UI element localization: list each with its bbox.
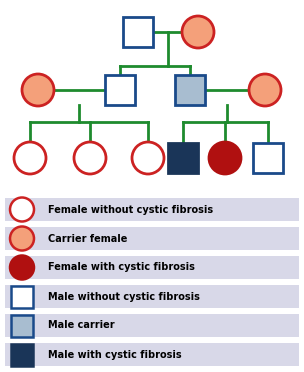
Bar (253, 143, 283, 173)
Bar (168, 143, 198, 173)
Bar (105, 75, 135, 105)
Text: Male with cystic fibrosis: Male with cystic fibrosis (48, 350, 181, 359)
Bar (123, 17, 153, 47)
Circle shape (14, 142, 46, 174)
Text: Male without cystic fibrosis: Male without cystic fibrosis (48, 292, 200, 301)
Circle shape (74, 142, 106, 174)
Circle shape (10, 227, 34, 250)
Circle shape (10, 198, 34, 221)
Circle shape (132, 142, 164, 174)
Circle shape (22, 74, 54, 106)
Bar (5, 285, 299, 308)
Bar (5, 343, 299, 366)
Bar (11, 285, 33, 308)
Text: Male carrier: Male carrier (48, 321, 115, 330)
Bar (5, 314, 299, 337)
Text: Female without cystic fibrosis: Female without cystic fibrosis (48, 205, 213, 215)
Bar (5, 256, 299, 279)
Bar (175, 75, 205, 105)
Text: Carrier female: Carrier female (48, 234, 127, 244)
Circle shape (182, 16, 214, 48)
Circle shape (249, 74, 281, 106)
Bar (5, 198, 299, 221)
Circle shape (10, 256, 34, 279)
Bar (11, 314, 33, 337)
Circle shape (209, 142, 241, 174)
Bar (11, 343, 33, 366)
Text: Female with cystic fibrosis: Female with cystic fibrosis (48, 263, 195, 273)
Bar (5, 227, 299, 250)
